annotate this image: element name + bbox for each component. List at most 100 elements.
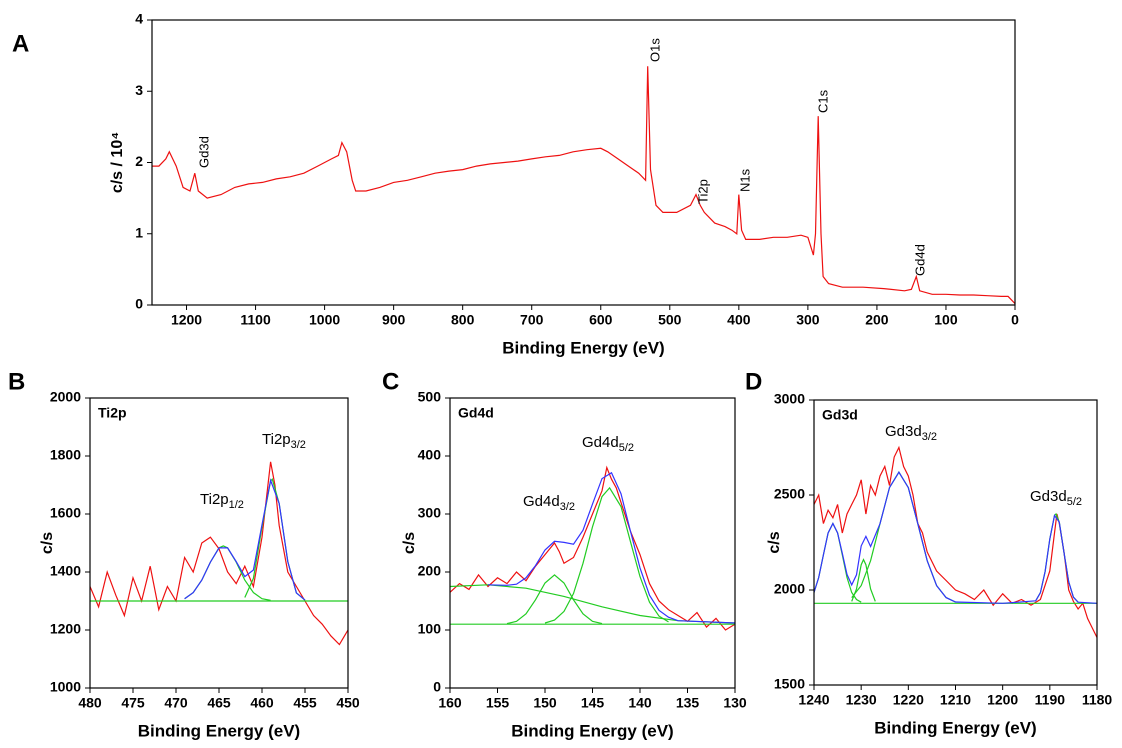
y-tick-label: 2500 <box>774 486 805 502</box>
x-tick-label: 800 <box>451 312 475 328</box>
x-tick-label: 1240 <box>798 692 829 708</box>
y-tick-label: 1800 <box>50 447 81 463</box>
x-tick-label: 1220 <box>893 692 924 708</box>
y-tick-label: 2000 <box>50 389 81 405</box>
y-tick-label: 2 <box>135 153 143 169</box>
spectrum-line <box>90 461 348 646</box>
x-axis-label: Binding Energy (eV) <box>138 721 300 740</box>
x-tick-label: 1210 <box>940 692 971 708</box>
peak-label-text: Gd3d <box>885 423 922 440</box>
peak-annotation: C1s <box>815 89 830 113</box>
y-tick-label: 300 <box>418 505 442 521</box>
peak-label-sub: 1/2 <box>229 499 244 511</box>
x-tick-label: 145 <box>581 695 605 711</box>
x-tick-label: 1000 <box>309 312 340 328</box>
peak-label: Gd4d3/2 <box>523 493 575 513</box>
x-tick-label: 150 <box>533 695 557 711</box>
peak-label: Gd4d5/2 <box>582 434 634 454</box>
spectrum-line <box>851 558 876 602</box>
y-axis-label: c/s / 10⁴ <box>109 132 126 193</box>
y-tick-label: 500 <box>418 389 442 405</box>
spectrum-line <box>1035 512 1079 603</box>
x-tick-label: 155 <box>486 695 510 711</box>
x-tick-label: 1200 <box>987 692 1018 708</box>
y-tick-label: 0 <box>135 296 143 312</box>
x-axis-label: Binding Energy (eV) <box>511 721 673 740</box>
peak-annotation: N1s <box>737 168 752 192</box>
panel-label: A <box>12 30 29 57</box>
y-tick-label: 1400 <box>50 563 81 579</box>
x-tick-label: 1200 <box>171 312 202 328</box>
x-tick-label: 1100 <box>240 312 271 328</box>
x-tick-label: 470 <box>164 695 188 711</box>
peak-label-sub: 5/2 <box>619 442 634 454</box>
x-tick-label: 160 <box>438 695 462 711</box>
x-axis-label: Binding Energy (eV) <box>502 338 664 357</box>
y-tick-label: 3 <box>135 82 143 98</box>
peak-label-text: Ti2p <box>262 431 291 448</box>
peak-label-sub: 3/2 <box>291 439 306 451</box>
plot-frame <box>89 397 349 689</box>
y-tick-label: 3000 <box>774 391 805 407</box>
y-tick-label: 1200 <box>50 621 81 637</box>
spectrum-line <box>450 465 735 631</box>
peak-label: Gd3d5/2 <box>1030 488 1082 508</box>
peak-label-text: Ti2p <box>200 491 229 508</box>
peak-annotation: Ti2p <box>695 179 710 204</box>
x-tick-label: 130 <box>723 695 747 711</box>
x-tick-label: 475 <box>121 695 145 711</box>
plot-frame <box>449 397 736 689</box>
y-tick-label: 1 <box>135 224 143 240</box>
panel-label: C <box>382 368 399 395</box>
x-tick-label: 100 <box>934 312 958 328</box>
spectrum-line <box>851 471 956 603</box>
x-tick-label: 465 <box>207 695 231 711</box>
peak-label-text: Gd4d <box>523 493 560 510</box>
peak-label: Ti2p3/2 <box>262 431 306 451</box>
spectrum-line <box>184 478 306 601</box>
spectrum-line <box>814 471 1097 604</box>
peak-label-text: Gd4d <box>582 434 619 451</box>
x-tick-label: 1230 <box>846 692 877 708</box>
peak-label-text: Gd3d <box>1030 488 1067 505</box>
x-tick-label: 1190 <box>1035 692 1066 708</box>
x-tick-label: 480 <box>78 695 102 711</box>
peak-annotation: Gd4d <box>912 244 927 276</box>
spectrum-line <box>487 471 735 624</box>
x-axis-label: Binding Energy (eV) <box>874 718 1036 737</box>
x-tick-label: 450 <box>336 695 360 711</box>
inset-title: Ti2p <box>98 405 127 421</box>
x-tick-label: 200 <box>865 312 889 328</box>
plot-frame <box>151 19 1016 306</box>
y-axis-label: c/s <box>766 531 783 553</box>
y-tick-label: 1500 <box>774 676 805 692</box>
plot-frame <box>813 399 1098 686</box>
spectrum-line <box>152 66 1015 305</box>
panel-label: B <box>8 368 25 395</box>
x-tick-label: 300 <box>796 312 820 328</box>
y-tick-label: 1600 <box>50 505 81 521</box>
x-tick-label: 455 <box>293 695 317 711</box>
y-tick-label: 100 <box>418 621 442 637</box>
x-tick-label: 400 <box>727 312 751 328</box>
peak-label: Ti2p1/2 <box>200 491 244 511</box>
y-tick-label: 0 <box>433 679 441 695</box>
peak-annotation: Gd3d <box>196 136 211 168</box>
x-tick-label: 140 <box>628 695 652 711</box>
x-tick-label: 600 <box>589 312 613 328</box>
inset-title: Gd3d <box>822 407 858 423</box>
peak-label-sub: 3/2 <box>922 431 937 443</box>
spectrum-line <box>506 574 603 625</box>
spectrum-line <box>544 486 669 624</box>
y-tick-label: 200 <box>418 563 442 579</box>
peak-label-sub: 5/2 <box>1067 496 1082 508</box>
y-tick-label: 1000 <box>50 679 81 695</box>
spectrum-line <box>814 445 1097 638</box>
x-tick-label: 460 <box>250 695 274 711</box>
peak-label: Gd3d3/2 <box>885 423 937 443</box>
x-tick-label: 900 <box>382 312 406 328</box>
panel-label: D <box>745 368 762 395</box>
y-tick-label: 4 <box>135 11 143 27</box>
x-tick-label: 700 <box>520 312 544 328</box>
